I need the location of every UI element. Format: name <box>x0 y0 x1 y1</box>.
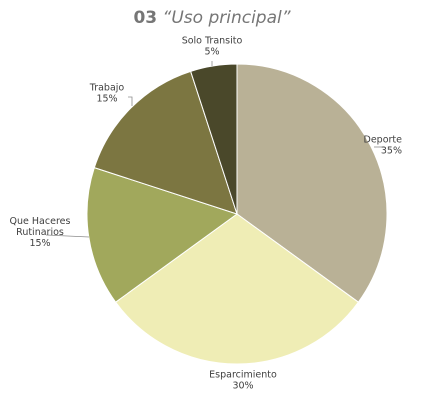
slice-name-que-haceres-rutinarios: Que Haceres <box>10 216 71 227</box>
slice-percent-que-haceres-rutinarios: 15% <box>29 238 50 249</box>
slice-label-esparcimiento: Esparcimiento 30% <box>209 370 277 392</box>
pie-slice-trabajo <box>93 70 238 215</box>
slice-percent-esparcimiento: 30% <box>232 381 253 392</box>
chart-title-text: “Uso principal” <box>162 8 291 28</box>
leader-line-trabajo <box>128 96 133 106</box>
pie-slices <box>86 63 388 365</box>
slice-percent-trabajo: 15% <box>96 94 117 105</box>
pie-slice-esparcimiento <box>114 213 360 365</box>
slice-label-que-haceres-rutinarios: Que Haceres Rutinarios 15% <box>10 216 71 249</box>
pie-slice-que-haceres-rutinarios <box>86 167 239 303</box>
slice-name-deporte: Deporte <box>364 135 403 146</box>
slice-label-solo-transito: Solo Transito 5% <box>182 36 243 58</box>
leader-line-que-haceres-rutinarios <box>45 234 90 238</box>
chart-title-number: 03 <box>133 8 158 28</box>
slice-name-trabajo: Trabajo <box>89 83 125 94</box>
pie-slice-deporte <box>236 63 388 303</box>
slice-percent-solo-transito: 5% <box>204 47 219 58</box>
slice-label-trabajo: Trabajo 15% <box>89 83 125 105</box>
leader-lines <box>45 61 384 238</box>
slice-percent-deporte: 35% <box>381 146 402 157</box>
slice-name-esparcimiento: Esparcimiento <box>209 370 277 381</box>
slice-name-que-haceres-rutinarios: Rutinarios <box>16 227 64 238</box>
pie-slice-solo-transito <box>190 63 238 215</box>
slice-name-solo-transito: Solo Transito <box>182 36 243 47</box>
slice-label-deporte: Deporte 35% <box>364 135 403 157</box>
chart-title: 03 “Uso principal” <box>0 8 424 28</box>
slice-labels: Deporte 35% Esparcimiento 30% Que Haceres Rut… <box>10 36 403 392</box>
